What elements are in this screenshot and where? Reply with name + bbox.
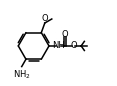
Text: O: O	[42, 14, 48, 23]
Text: O: O	[62, 30, 68, 39]
Text: NH$_2$: NH$_2$	[13, 69, 30, 81]
Text: NH: NH	[52, 41, 65, 50]
Text: O: O	[71, 41, 77, 50]
